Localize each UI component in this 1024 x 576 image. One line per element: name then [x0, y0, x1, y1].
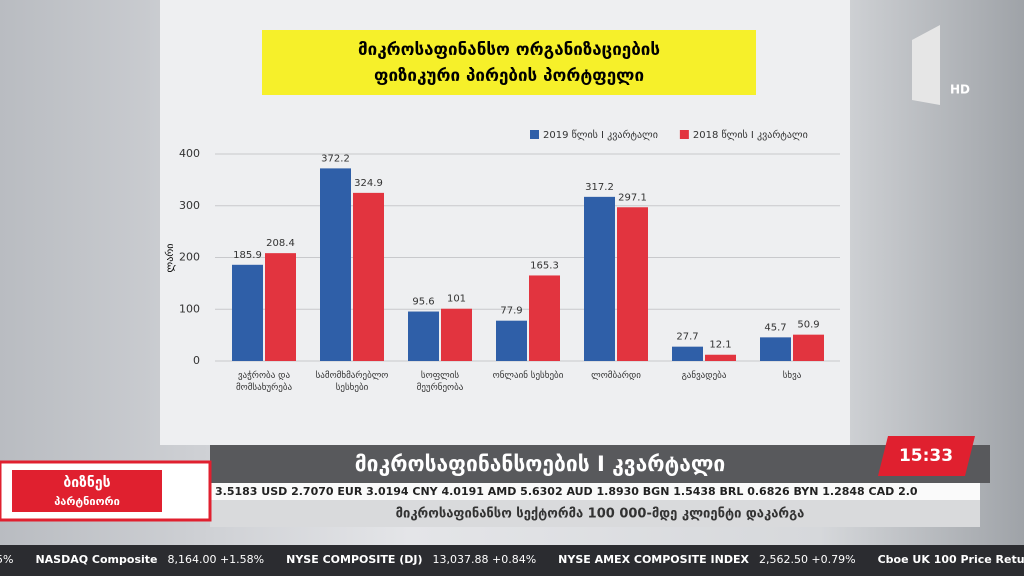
data-label: 185.9 [233, 250, 262, 261]
data-label: 297.1 [618, 192, 647, 203]
data-label: 324.9 [354, 178, 383, 189]
bar [529, 275, 560, 361]
data-label: 101 [447, 294, 466, 305]
currency-ticker: 3.5183 USD 2.7070 EUR 3.0194 CNY 4.0191 … [215, 485, 918, 498]
x-tick-label: ონლაინ სესხები [492, 371, 564, 381]
y-tick-label: 400 [179, 147, 200, 160]
bar [584, 196, 615, 361]
bar [672, 346, 703, 361]
x-tick-label: ვაჭრობა და მომსახურება [235, 371, 293, 393]
chart-title: ფიზიკური პირების პორტფელი [374, 66, 644, 86]
logo-text: პარტნიორი [54, 495, 120, 508]
x-tick-label: განვადება [681, 371, 727, 381]
bar [441, 308, 472, 361]
stock-ticker-item: 5% [0, 553, 13, 566]
y-tick-label: 200 [179, 251, 200, 264]
bar [705, 354, 736, 361]
bar [496, 320, 527, 361]
data-label: 77.9 [500, 306, 522, 317]
bar [793, 334, 824, 361]
logo-mark [12, 470, 162, 512]
data-label: 95.6 [412, 297, 434, 308]
bar [232, 264, 263, 361]
bar [353, 192, 384, 361]
data-label: 208.4 [266, 238, 295, 249]
stock-strip [0, 545, 1024, 576]
data-label: 372.2 [321, 153, 350, 164]
chart-title: მიკროსაფინანსო ორგანიზაციების [358, 40, 660, 60]
x-tick-label: სოფლის მეურნეობა [416, 371, 464, 393]
currency-strip [210, 483, 980, 500]
y-tick-label: 300 [179, 199, 200, 212]
bar [320, 168, 351, 361]
stock-ticker-item: 2,562.50 +0.79% [759, 553, 856, 566]
stock-ticker-item: Cboe UK 100 Price Return [878, 553, 1024, 566]
data-label: 27.7 [676, 332, 698, 343]
legend-label: 2019 წლის I კვარტალი [543, 129, 658, 141]
bar [617, 207, 648, 361]
data-label: 317.2 [585, 182, 614, 193]
bar [265, 253, 296, 361]
legend-swatch [530, 130, 539, 139]
x-tick-label: სხვა [782, 371, 802, 381]
y-tick-label: 0 [193, 354, 200, 367]
headline-bar [210, 445, 990, 483]
x-tick-label: სამომხმარებლო სესხები [315, 371, 389, 393]
y-tick-label: 100 [179, 302, 200, 315]
title-box [262, 30, 756, 95]
clock: 15:33 [899, 446, 953, 466]
data-label: 12.1 [709, 340, 731, 351]
data-label: 45.7 [764, 322, 786, 333]
stock-ticker-item: NYSE COMPOSITE (DJ) [286, 553, 422, 566]
headline: მიკროსაფინანსოების I კვარტალი [355, 452, 726, 476]
legend-label: 2018 წლის I კვარტალი [693, 129, 808, 141]
logo-text: ბიზნეს [63, 475, 110, 491]
y-axis-label: ლარი [164, 244, 176, 273]
legend-swatch [679, 130, 689, 139]
x-tick-label: ლომბარდი [591, 371, 641, 381]
data-label: 50.9 [797, 320, 819, 331]
bar [760, 337, 791, 361]
stock-ticker-item: NYSE AMEX COMPOSITE INDEX [558, 553, 749, 566]
hd-badge: HD [950, 83, 970, 97]
stock-ticker-item: 8,164.00 +1.58% [167, 553, 264, 566]
stock-ticker-item: 13,037.88 +0.84% [433, 553, 537, 566]
channel-logo [912, 25, 940, 105]
bar [408, 311, 439, 361]
time-box [878, 436, 975, 476]
subtitle-strip [210, 500, 980, 527]
subtitle: მიკროსაფინანსო სექტორმა 100 000-მდე კლიე… [396, 507, 805, 522]
data-label: 165.3 [530, 260, 559, 271]
stock-ticker-item: NASDAQ Composite [35, 553, 157, 566]
